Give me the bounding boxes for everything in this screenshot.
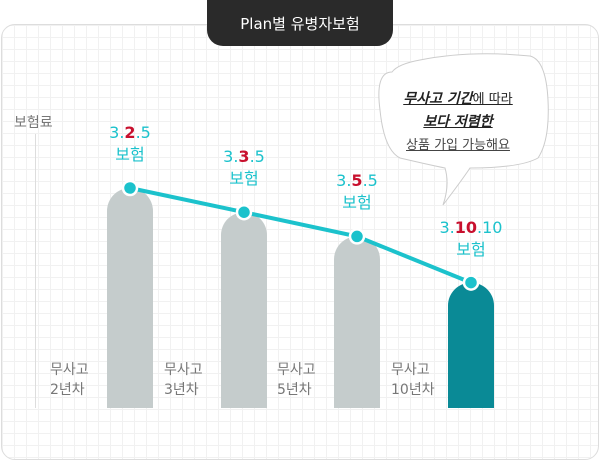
category-label: 무사고 2년차 [50, 362, 89, 398]
point-2 [348, 228, 366, 245]
callout-text: 무사고 기간에 따라 보다 저렴한 상품 가입 가능해요 [403, 91, 513, 153]
y-axis-line [35, 134, 36, 408]
category-label: 무사고 10년차 [391, 362, 435, 398]
trend-line [129, 186, 472, 285]
point-3 [462, 274, 480, 291]
data-label: 3.5.5 보험 [336, 171, 378, 213]
bar-2 [334, 236, 380, 408]
chart-title: Plan별 유병자보험 [207, 0, 393, 46]
point-1 [235, 203, 253, 221]
point-0 [121, 179, 139, 197]
bar-0 [107, 188, 153, 408]
bar-1 [221, 212, 267, 408]
data-label: 3.3.5 보험 [223, 147, 265, 189]
category-label: 무사고 3년차 [164, 362, 203, 398]
data-label: 3.2.5 보험 [109, 123, 151, 164]
bar-3 [448, 282, 495, 408]
callout-bubble [378, 53, 549, 206]
y-axis-label: 보험료 [14, 115, 53, 131]
category-label: 무사고 5년차 [277, 362, 316, 398]
data-label: 3.10.10 보험 [439, 217, 503, 259]
